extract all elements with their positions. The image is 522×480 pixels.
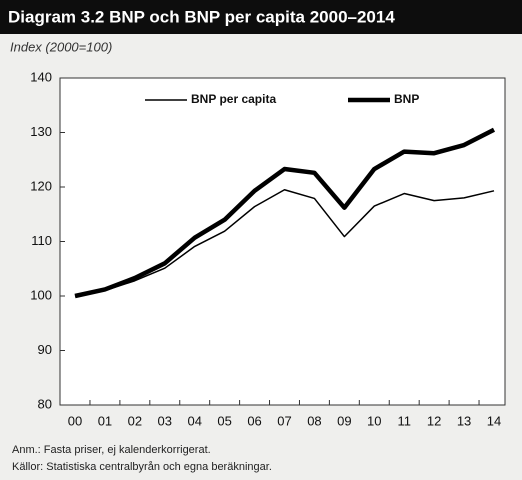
x-tick-label: 03 — [158, 413, 172, 428]
x-tick-label: 01 — [98, 413, 112, 428]
x-tick-label: 04 — [187, 413, 201, 428]
x-tick-label: 14 — [487, 413, 501, 428]
legend-label: BNP — [394, 92, 419, 106]
series-line — [74, 188, 495, 297]
series-line — [74, 127, 496, 299]
y-tick-label: 140 — [30, 69, 52, 84]
x-tick-label: 12 — [427, 413, 441, 428]
x-tick-label: 13 — [457, 413, 471, 428]
x-tick-label: 02 — [128, 413, 142, 428]
y-tick-label: 90 — [38, 342, 52, 357]
title-bar — [0, 0, 522, 34]
x-tick-label: 07 — [277, 413, 291, 428]
legend-label: BNP per capita — [191, 92, 276, 106]
subtitle: Index (2000=100) — [10, 39, 112, 54]
x-tick-label: 06 — [247, 413, 261, 428]
x-tick-label: 10 — [367, 413, 381, 428]
plot-area — [59, 77, 506, 406]
note: Anm.: Fasta priser, ej kalenderkorrigera… — [12, 444, 211, 456]
x-tick-label: 05 — [217, 413, 231, 428]
x-tick-label: 11 — [397, 413, 411, 428]
chart-title: Diagram 3.2 BNP och BNP per capita 2000–… — [8, 7, 395, 26]
note: Källor: Statistiska centralbyrån och egn… — [12, 461, 272, 473]
y-tick-label: 130 — [30, 124, 52, 139]
y-tick-label: 100 — [30, 287, 52, 302]
x-tick-label: 09 — [337, 413, 351, 428]
x-tick-label: 00 — [68, 413, 82, 428]
y-tick-label: 120 — [30, 178, 52, 193]
y-tick-label: 110 — [31, 233, 52, 248]
x-tick-label: 08 — [307, 413, 321, 428]
y-tick-label: 80 — [38, 396, 52, 411]
